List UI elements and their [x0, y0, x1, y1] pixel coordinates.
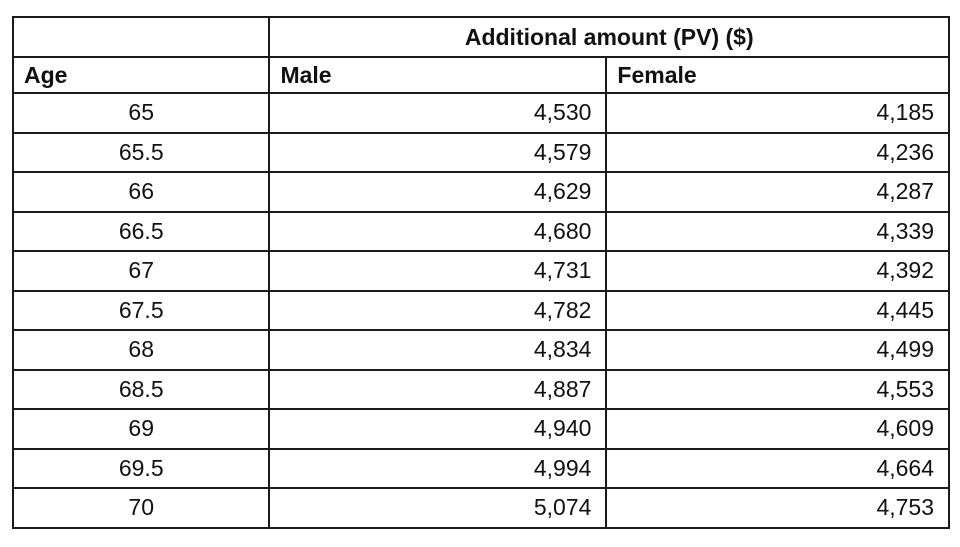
column-header-male: Male	[268, 56, 608, 94]
table-row: 65.5 4,579 4,236	[11, 131, 950, 173]
female-amount-cell: 4,499	[605, 329, 950, 371]
table-row: 66.5 4,680 4,339	[11, 210, 950, 252]
female-amount-cell: 4,753	[605, 487, 950, 529]
age-cell: 65.5	[11, 131, 271, 173]
age-cell: 65	[11, 92, 271, 134]
age-cell: 67	[11, 250, 271, 292]
age-cell: 68	[11, 329, 271, 371]
table-row: 68 4,834 4,499	[11, 329, 950, 371]
table-column-header-row: Age Male Female	[11, 56, 950, 94]
age-cell: 66	[11, 171, 271, 213]
female-amount-cell: 4,445	[605, 289, 950, 331]
table-row: 68.5 4,887 4,553	[11, 368, 950, 410]
female-amount-cell: 4,185	[605, 92, 950, 134]
male-amount-cell: 4,731	[268, 250, 608, 292]
group-header-cell: Additional amount (PV) ($)	[268, 16, 950, 58]
female-amount-cell: 4,553	[605, 368, 950, 410]
empty-corner-cell	[11, 16, 271, 58]
male-amount-cell: 4,579	[268, 131, 608, 173]
female-amount-cell: 4,339	[605, 210, 950, 252]
table-row: 70 5,074 4,753	[11, 487, 950, 529]
age-cell: 69.5	[11, 447, 271, 489]
male-amount-cell: 4,994	[268, 447, 608, 489]
column-header-age: Age	[11, 56, 271, 94]
male-amount-cell: 4,782	[268, 289, 608, 331]
age-cell: 70	[11, 487, 271, 529]
column-header-female: Female	[605, 56, 950, 94]
male-amount-cell: 4,887	[268, 368, 608, 410]
female-amount-cell: 4,287	[605, 171, 950, 213]
female-amount-cell: 4,392	[605, 250, 950, 292]
table-row: 65 4,530 4,185	[11, 92, 950, 134]
male-amount-cell: 4,834	[268, 329, 608, 371]
female-amount-cell: 4,664	[605, 447, 950, 489]
table-row: 69 4,940 4,609	[11, 408, 950, 450]
male-amount-cell: 5,074	[268, 487, 608, 529]
table-row: 69.5 4,994 4,664	[11, 447, 950, 489]
male-amount-cell: 4,680	[268, 210, 608, 252]
pv-amount-table: Additional amount (PV) ($) Age Male Fema…	[11, 16, 950, 529]
age-cell: 67.5	[11, 289, 271, 331]
age-cell: 69	[11, 408, 271, 450]
table-group-header-row: Additional amount (PV) ($)	[11, 16, 950, 58]
table-row: 66 4,629 4,287	[11, 171, 950, 213]
male-amount-cell: 4,530	[268, 92, 608, 134]
female-amount-cell: 4,609	[605, 408, 950, 450]
male-amount-cell: 4,629	[268, 171, 608, 213]
age-cell: 66.5	[11, 210, 271, 252]
table-row: 67.5 4,782 4,445	[11, 289, 950, 331]
table-row: 67 4,731 4,392	[11, 250, 950, 292]
age-cell: 68.5	[11, 368, 271, 410]
female-amount-cell: 4,236	[605, 131, 950, 173]
male-amount-cell: 4,940	[268, 408, 608, 450]
